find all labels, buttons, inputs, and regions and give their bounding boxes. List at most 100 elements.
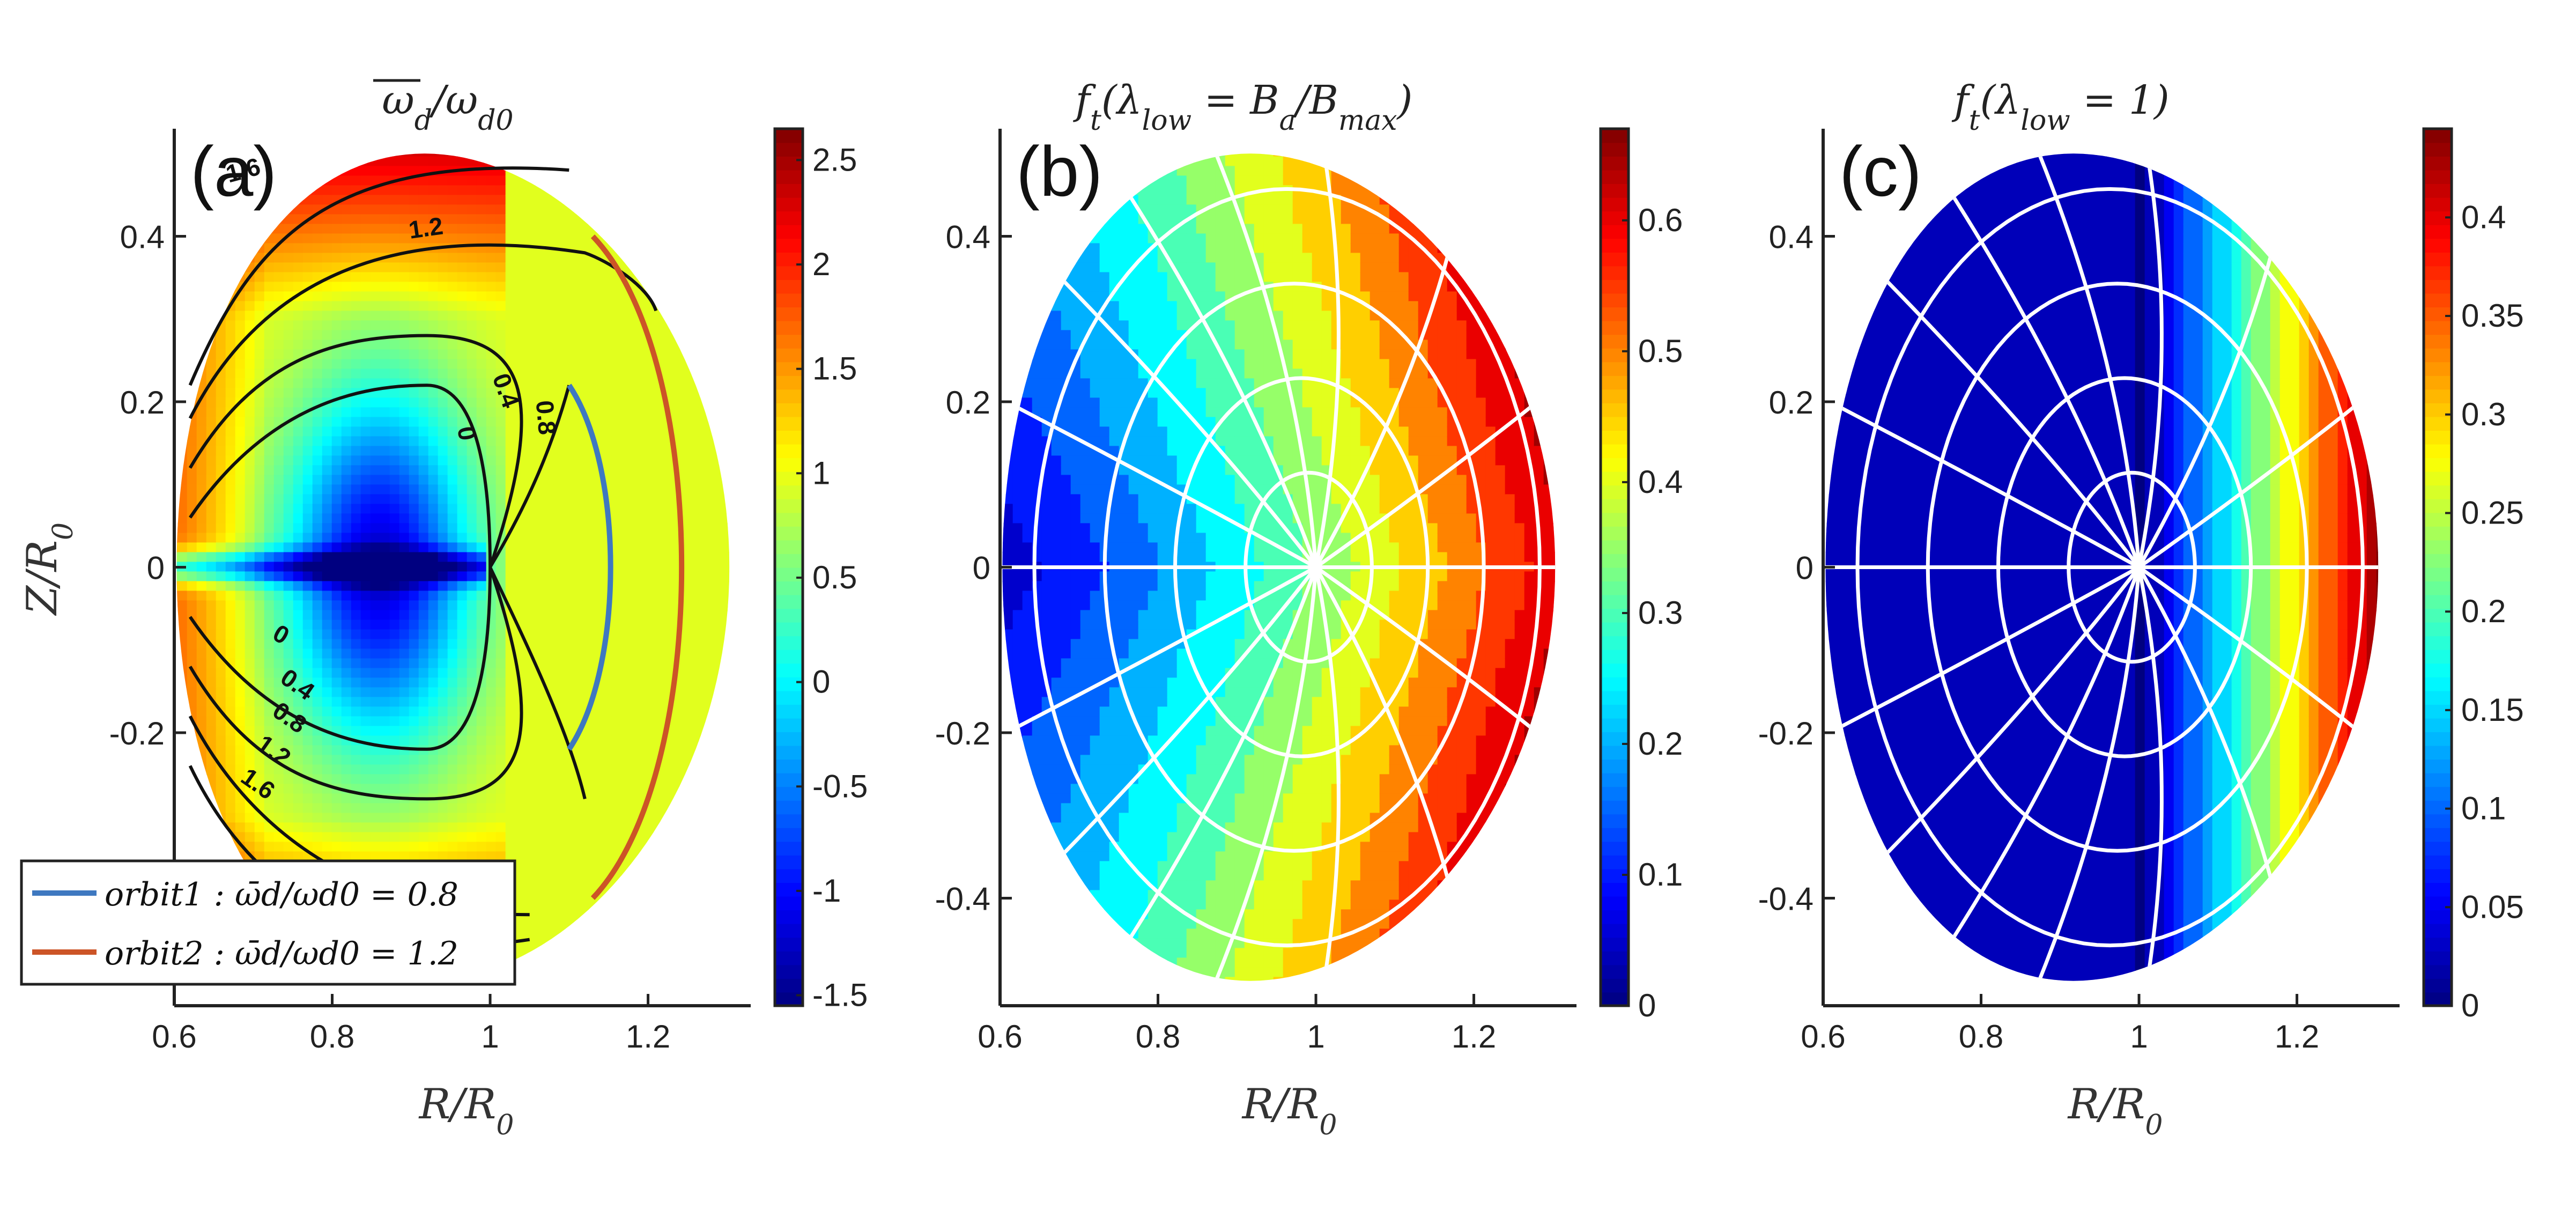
heatmap-cell — [544, 755, 554, 765]
heatmap-cell — [254, 842, 265, 852]
heatmap-cell — [235, 504, 246, 514]
heatmap-cell — [486, 465, 497, 476]
heatmap-cell — [389, 687, 400, 698]
heatmap-cell — [389, 195, 400, 205]
heatmap-cell — [534, 957, 545, 968]
heatmap-cell — [399, 166, 410, 176]
heatmap-cell — [389, 735, 400, 746]
heatmap-cell — [283, 436, 294, 447]
heatmap-cell — [505, 832, 516, 843]
heatmap-cell — [206, 388, 217, 399]
heatmap-cell — [293, 697, 304, 707]
heatmap-cell — [621, 861, 632, 872]
heatmap-cell — [254, 504, 265, 514]
heatmap-cell — [611, 957, 622, 968]
heatmap-cell — [149, 311, 159, 321]
heatmap-cell — [640, 600, 651, 611]
heatmap-cell — [438, 774, 448, 785]
heatmap-cell — [293, 349, 304, 360]
heatmap-cell — [582, 484, 593, 495]
heatmap-cell — [660, 832, 670, 843]
heatmap-cell — [631, 153, 641, 157]
heatmap-cell — [476, 822, 487, 833]
heatmap-cell — [139, 465, 149, 475]
heatmap-cell — [322, 591, 332, 601]
heatmap-cell — [293, 153, 304, 157]
heatmap-cell — [293, 581, 304, 592]
heatmap-cell — [573, 368, 583, 379]
heatmap-cell — [245, 224, 255, 234]
heatmap-cell — [563, 436, 574, 447]
heatmap-cell — [467, 359, 477, 370]
heatmap-cell — [187, 591, 197, 601]
heatmap-cell — [322, 832, 332, 843]
heatmap-cell — [341, 793, 352, 804]
heatmap-cell — [592, 716, 603, 727]
heatmap-cell — [534, 745, 545, 756]
heatmap-cell — [524, 697, 535, 707]
heatmap-cell — [283, 784, 294, 794]
heatmap-cell — [486, 658, 497, 669]
heatmap-cell — [631, 523, 641, 534]
heatmap-cell — [264, 504, 275, 514]
heatmap-cell — [254, 388, 265, 399]
heatmap-cell — [544, 137, 554, 147]
heatmap-cell — [524, 504, 535, 514]
heatmap-cell — [187, 784, 197, 794]
heatmap-cell — [553, 330, 564, 341]
heatmap-cell — [341, 426, 352, 437]
heatmap-cell — [370, 523, 381, 534]
heatmap-cell — [631, 697, 641, 707]
heatmap-cell — [360, 677, 371, 688]
heatmap-cell — [640, 842, 651, 852]
heatmap-cell — [602, 455, 612, 466]
heatmap-cell — [428, 697, 439, 707]
heatmap-cell — [447, 504, 458, 514]
heatmap-cell — [312, 253, 323, 263]
heatmap-cell — [486, 153, 497, 157]
heatmap-cell — [602, 185, 612, 196]
heatmap-cell — [573, 426, 583, 437]
heatmap-cell — [341, 716, 352, 727]
heatmap-cell — [447, 368, 458, 379]
heatmap-cell — [544, 726, 554, 736]
heatmap-cell — [225, 378, 236, 389]
heatmap-cell — [312, 735, 323, 746]
heatmap-cell — [582, 446, 593, 456]
heatmap-cell — [235, 822, 246, 833]
heatmap-cell — [447, 745, 458, 756]
heatmap-cell — [380, 272, 390, 283]
heatmap-cell — [524, 513, 535, 524]
heatmap-cell — [302, 388, 313, 399]
heatmap-cell — [457, 378, 468, 389]
heatmap-cell — [331, 330, 342, 341]
heatmap-cell — [428, 137, 439, 147]
heatmap-cell — [660, 986, 670, 997]
heatmap-cell — [573, 542, 583, 553]
heatmap-cell — [245, 784, 255, 794]
heatmap-cell — [544, 359, 554, 370]
heatmap-cell — [515, 957, 525, 968]
heatmap-cell — [360, 639, 371, 650]
heatmap-cell — [235, 774, 246, 785]
heatmap-cell — [524, 368, 535, 379]
heatmap-cell — [611, 880, 622, 891]
heatmap-cell — [621, 755, 632, 765]
heatmap-cell — [225, 648, 236, 659]
heatmap-cell — [428, 668, 439, 679]
heatmap-cell — [273, 378, 284, 389]
heatmap-cell — [245, 764, 255, 775]
heatmap-cell — [418, 716, 429, 727]
heatmap-cell — [418, 494, 429, 505]
heatmap-cell — [573, 803, 583, 814]
heatmap-cell — [273, 639, 284, 650]
heatmap-cell — [235, 253, 246, 263]
heatmap-cell — [139, 764, 149, 775]
heatmap-cell — [467, 455, 477, 466]
heatmap-cell — [544, 513, 554, 524]
heatmap-cell — [486, 832, 497, 843]
heatmap-cell — [524, 388, 535, 399]
heatmap-cell — [621, 620, 632, 630]
heatmap-cell — [621, 735, 632, 746]
heatmap-cell — [457, 291, 468, 302]
